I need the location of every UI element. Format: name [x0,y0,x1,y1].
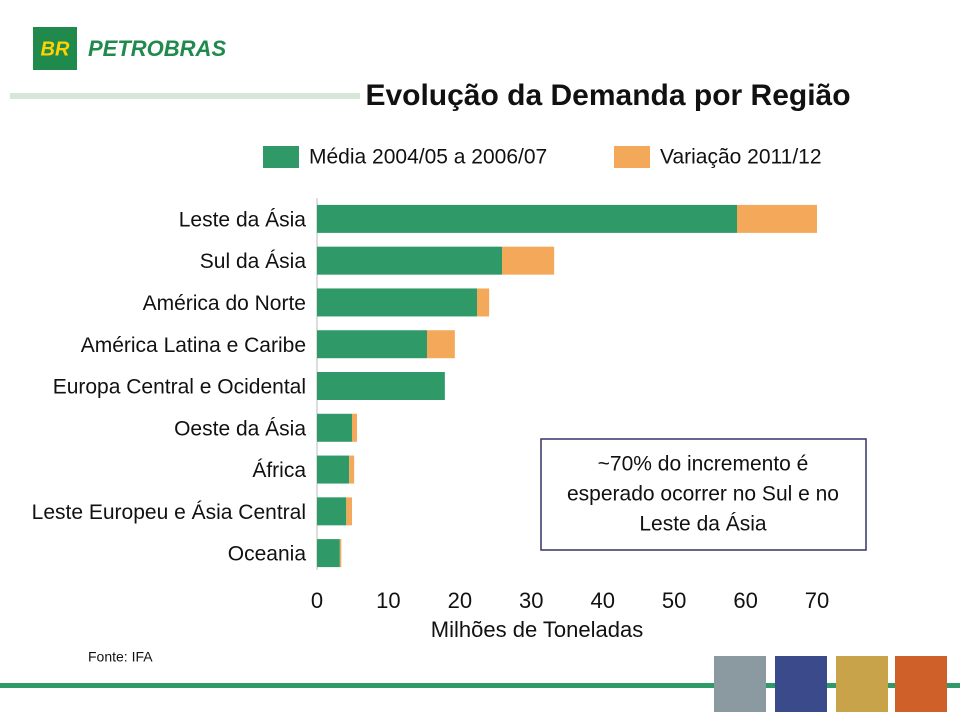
bar-segment [339,539,342,568]
category-label: Leste Europeu e Ásia Central [32,501,306,524]
bar-segment [317,372,445,400]
x-tick-label: 70 [805,588,829,613]
bar-segment [502,246,555,275]
bar-segment [352,413,357,442]
annotation-line: Leste da Ásia [639,513,767,536]
annotation-box [540,438,867,551]
legend-label: Variação 2011/12 [660,146,822,169]
bar-segment [317,246,502,275]
category-label: América do Norte [143,292,306,315]
footer-photo [895,656,947,712]
logo-mark: BR [41,38,70,60]
x-tick-label: 60 [733,588,757,613]
footer-photo [775,656,827,712]
x-tick-label: 50 [662,588,686,613]
footer-stripe [0,683,960,688]
bar-segment [317,497,347,526]
bar-segment [317,330,427,359]
footer-photo [836,656,888,712]
bar-segment [346,497,352,526]
x-tick-label: 30 [519,588,543,613]
bar-segment [317,455,350,484]
category-label: Sul da Ásia [200,250,307,273]
category-label: Oceania [228,543,307,566]
bar-segment [317,539,340,568]
logo-name: PETROBRAS [88,36,226,61]
category-label: África [252,459,306,482]
legend-swatch [263,146,299,168]
bar-segment [737,204,817,233]
category-label: Europa Central e Ocidental [53,376,306,399]
header-band [10,93,360,99]
bar-segment [317,288,477,317]
bar-segment [349,455,355,484]
category-label: Oeste da Ásia [174,417,306,440]
x-tick-label: 20 [448,588,472,613]
x-axis-label: Milhões de Toneladas [431,617,643,642]
legend-label: Média 2004/05 a 2006/07 [309,146,547,169]
bar-segment [427,330,455,359]
category-label: Leste da Ásia [179,208,307,231]
x-tick-label: 10 [376,588,400,613]
category-label: América Latina e Caribe [81,334,306,357]
logo-box [33,27,77,70]
legend-swatch [614,146,650,168]
bar-segment [317,413,352,442]
annotation-line: esperado ocorrer no Sul e no [567,483,839,506]
chart-title: Evolução da Demanda por Região [365,79,850,112]
bar-segment [317,204,737,233]
x-tick-label: 40 [590,588,614,613]
bar-segment [477,288,490,317]
footer-photo [714,656,766,712]
x-tick-label: 0 [311,588,323,613]
annotation-line: ~70% do incremento é [598,453,809,476]
source: Fonte: IFA [88,649,153,665]
